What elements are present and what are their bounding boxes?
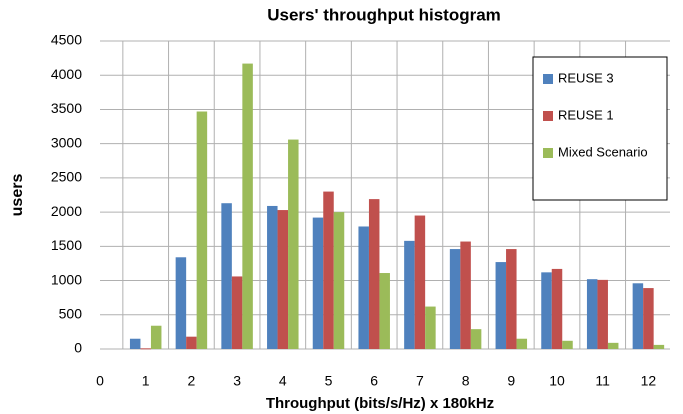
- bar: [586, 279, 598, 349]
- y-tick-label: 4000: [51, 66, 82, 82]
- y-tick-label: 1000: [51, 271, 82, 287]
- bar: [516, 338, 528, 349]
- bar: [414, 215, 426, 349]
- bar: [541, 272, 552, 349]
- bar: [323, 191, 334, 349]
- bar: [551, 268, 563, 349]
- y-tick-label: 1500: [51, 237, 82, 253]
- x-tick-label: 8: [462, 373, 470, 389]
- chart-title: Users' throughput histogram: [267, 5, 501, 24]
- bar: [150, 325, 162, 349]
- bar: [221, 203, 232, 349]
- bar: [425, 306, 436, 349]
- x-tick-label: 0: [96, 373, 104, 389]
- bar: [597, 279, 608, 349]
- bar: [358, 226, 369, 349]
- y-tick-label: 2000: [51, 203, 82, 219]
- bar: [196, 111, 208, 350]
- x-tick-label: 4: [279, 373, 287, 389]
- bar: [267, 205, 278, 349]
- y-tick-label: 2500: [51, 169, 82, 185]
- x-tick-label: 12: [641, 373, 657, 389]
- bar: [404, 240, 415, 349]
- y-tick-label: 4500: [51, 32, 82, 48]
- bar: [186, 336, 197, 349]
- x-tick-label: 10: [549, 373, 565, 389]
- x-tick-label: 6: [370, 373, 378, 389]
- y-tick-label: 3500: [51, 100, 82, 116]
- bar: [643, 288, 654, 349]
- bar: [129, 338, 141, 349]
- x-tick-label: 1: [142, 373, 150, 389]
- y-axis-label: users: [9, 174, 26, 217]
- bar: [288, 139, 299, 349]
- y-tick-label: 0: [74, 340, 82, 356]
- bar: [449, 249, 461, 349]
- x-tick-label: 2: [188, 373, 196, 389]
- y-tick-label: 3000: [51, 134, 82, 150]
- legend-label: REUSE 1: [558, 107, 614, 122]
- bar: [333, 212, 345, 349]
- bar: [495, 262, 507, 349]
- bar: [312, 217, 324, 349]
- bar: [368, 199, 380, 349]
- bar: [562, 340, 573, 349]
- bar: [653, 344, 665, 349]
- bar: [460, 241, 471, 349]
- bar: [607, 342, 619, 349]
- x-tick-label: 7: [416, 373, 424, 389]
- legend-box: [532, 56, 668, 201]
- legend-label: REUSE 3: [558, 70, 614, 85]
- x-tick-label: 3: [233, 373, 241, 389]
- bar: [242, 63, 253, 349]
- x-axis-label: Throughput (bits/s/Hz) x 180kHz: [266, 395, 494, 412]
- bar: [470, 329, 482, 349]
- bar: [175, 257, 187, 349]
- x-tick-label: 5: [325, 373, 333, 389]
- legend-label: Mixed Scenario: [558, 144, 648, 159]
- x-tick-label: 9: [507, 373, 515, 389]
- legend-swatch: [543, 74, 553, 84]
- bar: [277, 210, 289, 349]
- x-tick-label: 11: [595, 373, 610, 389]
- bar: [632, 283, 644, 349]
- bar: [231, 276, 243, 349]
- bar: [140, 348, 151, 350]
- legend-swatch: [543, 111, 553, 121]
- legend-swatch: [543, 148, 553, 158]
- y-tick-label: 500: [59, 305, 83, 321]
- bar: [506, 249, 517, 349]
- bar: [379, 273, 390, 349]
